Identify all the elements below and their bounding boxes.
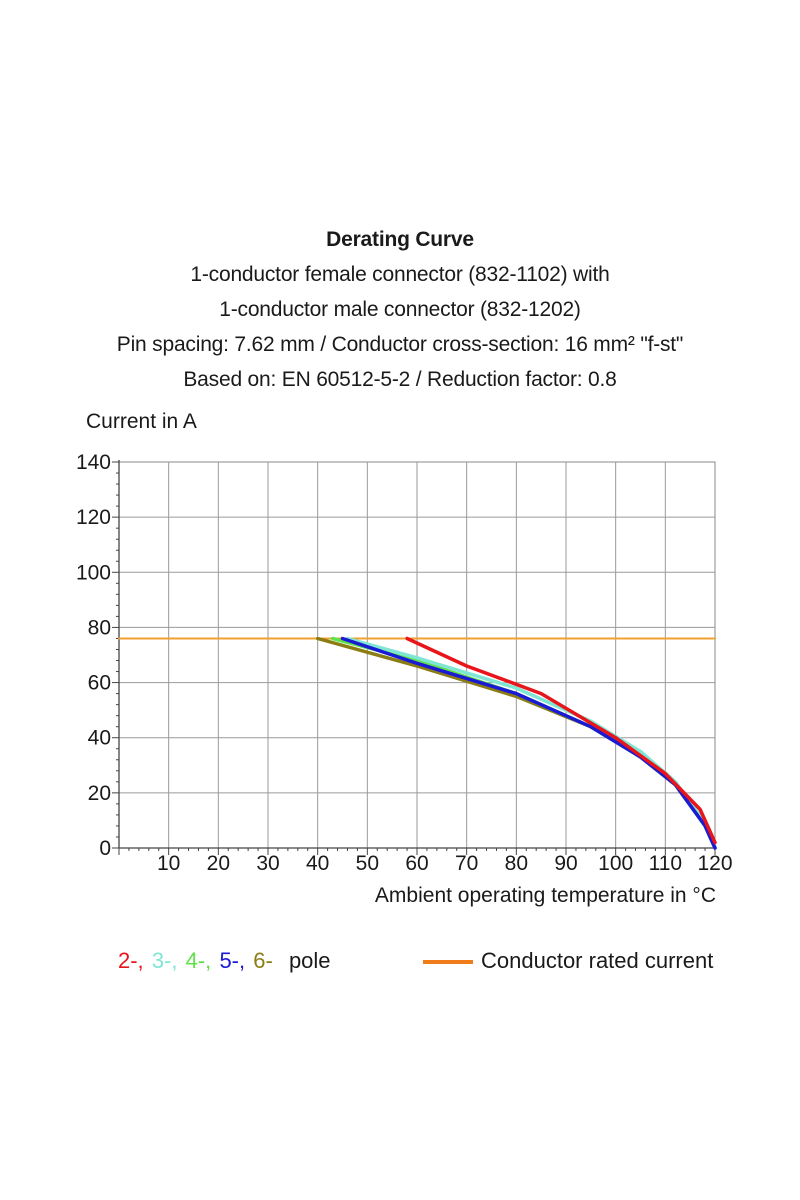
x-tick-label: 10 bbox=[157, 852, 180, 875]
chart-subtitle-1: 1-conductor female connector (832-1102) … bbox=[190, 263, 610, 286]
x-tick-label: 80 bbox=[505, 852, 528, 875]
x-tick-label: 40 bbox=[306, 852, 329, 875]
x-tick-label: 50 bbox=[356, 852, 379, 875]
legend-pole-5: 5-, bbox=[219, 948, 246, 973]
series-line-3pole bbox=[345, 636, 717, 850]
x-tick-label: 100 bbox=[598, 852, 633, 875]
x-tick-label: 30 bbox=[256, 852, 279, 875]
chart-titles: Derating Curve 1-conductor female connec… bbox=[0, 222, 800, 397]
legend-rated-label: Conductor rated current bbox=[481, 948, 714, 973]
y-tick-label: 140 bbox=[76, 451, 111, 474]
legend-pole-6: 6- bbox=[253, 948, 273, 973]
pole-legend: 2-, 3-, 4-, 5-, 6- pole bbox=[118, 948, 333, 974]
y-tick-label: 60 bbox=[88, 672, 111, 695]
rated-current-legend: Conductor rated current bbox=[423, 948, 713, 974]
y-tick-label: 120 bbox=[76, 506, 111, 529]
series-line-2pole bbox=[405, 636, 717, 845]
legend-pole-4: 4-, bbox=[185, 948, 212, 973]
x-tick-label: 120 bbox=[697, 852, 732, 875]
chart-subtitle-4: Based on: EN 60512-5-2 / Reduction facto… bbox=[183, 368, 617, 391]
y-tick-label: 20 bbox=[88, 782, 111, 805]
x-axis-label: Ambient operating temperature in °C bbox=[374, 884, 716, 907]
x-tick-label: 110 bbox=[649, 852, 682, 875]
chart-subtitle-2: 1-conductor male connector (832-1202) bbox=[219, 298, 581, 321]
y-tick-label: 40 bbox=[88, 727, 111, 750]
x-tick-label: 90 bbox=[554, 852, 577, 875]
x-tick-label: 60 bbox=[405, 852, 428, 875]
legend-pole-suffix: pole bbox=[288, 948, 331, 973]
x-tick-label: 20 bbox=[207, 852, 230, 875]
legend-rated-swatch bbox=[423, 960, 473, 965]
y-tick-label: 100 bbox=[76, 561, 111, 584]
chart-subtitle-3: Pin spacing: 7.62 mm / Conductor cross-s… bbox=[116, 333, 684, 356]
y-tick-label: 0 bbox=[99, 837, 111, 860]
x-tick-label: 70 bbox=[455, 852, 478, 875]
chart-title: Derating Curve bbox=[326, 228, 474, 251]
y-axis-label: Current in A bbox=[86, 410, 197, 433]
legend-pole-3: 3-, bbox=[151, 948, 178, 973]
legend-pole-2: 2-, bbox=[118, 948, 144, 973]
y-tick-label: 80 bbox=[88, 616, 111, 639]
series-line-4pole bbox=[330, 636, 717, 850]
series-line-5pole bbox=[340, 636, 717, 850]
